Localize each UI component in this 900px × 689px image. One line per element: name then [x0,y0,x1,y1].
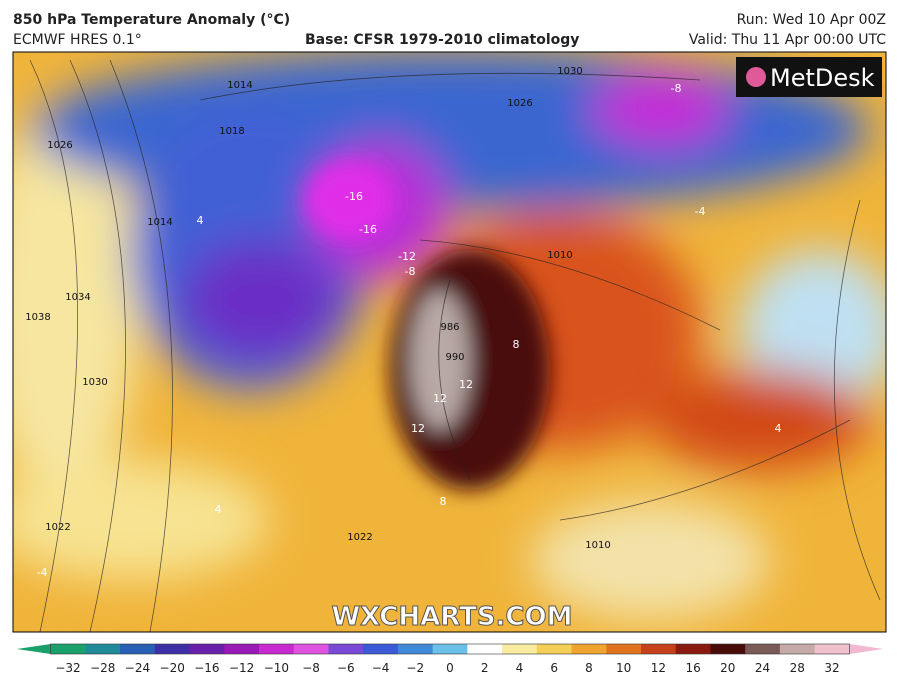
map-label: -4 [695,205,706,218]
colorbar-segment [259,644,295,654]
logo: MetDesk [770,64,875,92]
watermark: WXCHARTS.COM [331,602,572,632]
map-label: 1014 [227,80,252,91]
map-label: 1010 [547,250,572,261]
colorbar-segment [224,644,260,654]
run: Run: Wed 10 Apr 00Z [737,12,886,28]
colorbar-segment [293,644,329,654]
colorbar-label: −6 [337,661,355,675]
map-label: -4 [37,566,48,579]
map-label: 1010 [585,540,610,551]
map-label: 986 [440,322,459,333]
map-label: 4 [197,214,204,227]
colorbar-label: 2 [481,661,489,675]
map-label: 1026 [47,140,72,151]
colorbar-segment [120,644,156,654]
colorbar-label: −32 [55,661,80,675]
colorbar-label: 10 [616,661,631,675]
colorbar-segment [397,644,434,654]
colorbar-segment [328,644,364,654]
colorbar-segment [467,644,503,654]
map-frame [12,51,887,633]
colorbar-segment [606,644,642,654]
map-label: -16 [359,223,377,236]
colorbar-segment [50,644,86,654]
map-label: 1038 [25,312,50,323]
map-label: 1030 [82,377,107,388]
map [13,52,886,632]
colorbar-label: −8 [302,661,320,675]
colorbar-segment [675,644,711,654]
colorbar-label: −10 [264,661,289,675]
colorbar-segment [189,644,225,654]
colorbar-label: 12 [651,661,666,675]
title: 850 hPa Temperature Anomaly (°C) [13,12,290,28]
colorbar-label: 4 [516,661,524,675]
colorbar-label: 32 [824,661,839,675]
map-label: -8 [671,82,682,95]
map-label: 12 [459,378,473,391]
colorbar-label: 24 [755,661,770,675]
colorbar-label: 8 [585,661,593,675]
colorbar-label: 16 [685,661,700,675]
colorbar-segment [363,644,399,654]
colorbar-segment [502,644,538,654]
map-label: 1022 [347,532,372,543]
colorbar-label: 6 [550,661,558,675]
colorbar-end [849,644,884,654]
model: ECMWF HRES 0.1° [13,32,142,48]
colorbar-label: −20 [160,661,185,675]
colorbar-segment [432,644,468,654]
valid: Valid: Thu 11 Apr 00:00 UTC [689,32,886,48]
colorbar-segment [85,644,121,654]
colorbar-segment [745,644,781,654]
colorbar-segment [536,644,573,654]
map-label: 990 [445,352,464,363]
colorbar-label: −4 [372,661,390,675]
map-label: 8 [513,338,520,351]
colorbar-segment [779,644,816,654]
map-label: 8 [440,495,447,508]
colorbar-label: 28 [790,661,805,675]
colorbar-segment [710,644,746,654]
map-label: 4 [215,503,222,516]
colorbar-label: −2 [406,661,424,675]
base: Base: CFSR 1979-2010 climatology [305,32,579,48]
logo-icon [746,67,766,87]
colorbar-label: −12 [229,661,254,675]
map-label: 4 [775,422,782,435]
colorbar-end [16,644,51,654]
map-label: 1014 [147,217,172,228]
map-label: 12 [411,422,425,435]
colorbar-segment [814,644,850,654]
colorbar-label: 0 [446,661,454,675]
map-label: 1030 [557,66,582,77]
colorbar-frame [50,643,850,655]
colorbar-label: −16 [194,661,219,675]
map-label: 1018 [219,126,244,137]
map-label: 1026 [507,98,532,109]
map-label: 12 [433,392,447,405]
map-label: -16 [345,190,363,203]
colorbar-segment [571,644,607,654]
colorbar-label: −24 [125,661,150,675]
colorbar-label: −28 [90,661,115,675]
map-label: 1022 [45,522,70,533]
map-label: -8 [405,265,416,278]
colorbar-label: 20 [720,661,735,675]
colorbar-segment [641,644,677,654]
map-label: -12 [398,250,416,263]
colorbar-segment [154,644,191,654]
map-label: 1034 [65,292,90,303]
